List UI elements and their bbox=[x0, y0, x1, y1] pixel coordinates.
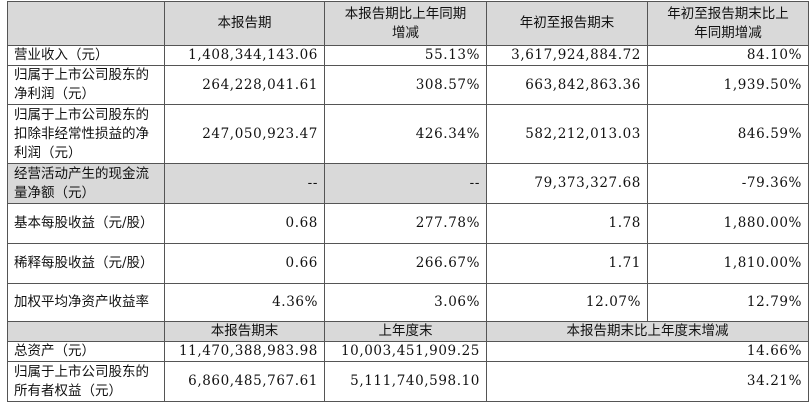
table-cell: 12.07% bbox=[486, 283, 648, 322]
table-cell: 年初至报告期末比上年同期增减 bbox=[647, 1, 809, 46]
table-row: 经营活动产生的现金流量净额（元） -- -- 79,373,327.68 -79.36% bbox=[7, 163, 809, 204]
table-cell: 34.21% bbox=[486, 361, 809, 402]
table-cell: 264,228,041.61 bbox=[164, 65, 325, 105]
table-cell bbox=[7, 321, 165, 342]
table-row: 本报告期 本报告期比上年同期增减 年初至报告期末 年初至报告期末比上年同期增减 bbox=[7, 1, 809, 46]
table-cell: 1,408,344,143.06 bbox=[164, 45, 325, 66]
table-cell: -- bbox=[164, 163, 325, 204]
table-cell: -- bbox=[324, 163, 487, 204]
table-cell: 84.10% bbox=[647, 45, 809, 66]
table-row: 本报告期末 上年度末 本报告期末比上年度末增减 bbox=[7, 321, 809, 342]
table-cell: 1,939.50% bbox=[647, 65, 809, 105]
table-cell: -79.36% bbox=[647, 163, 809, 204]
table-cell bbox=[7, 1, 165, 46]
table-cell: 14.66% bbox=[486, 341, 809, 362]
table-cell: 归属于上市公司股东的扣除非经常性损益的净利润（元） bbox=[7, 104, 165, 164]
table-cell: 4.36% bbox=[164, 283, 325, 322]
table-cell: 426.34% bbox=[324, 104, 487, 164]
table-cell: 本报告期末比上年度末增减 bbox=[486, 321, 809, 342]
table-row: 总资产（元） 11,470,388,983.98 10,003,451,909.25… bbox=[7, 341, 809, 362]
table-cell: 6,860,485,767.61 bbox=[164, 361, 325, 402]
table-row: 稀释每股收益（元/股） 0.66 266.67% 1.71 1,810.00% bbox=[7, 243, 809, 284]
table-cell: 1,880.00% bbox=[647, 203, 809, 244]
table-cell: 基本每股收益（元/股） bbox=[7, 203, 165, 244]
table-cell: 308.57% bbox=[324, 65, 487, 105]
table-cell: 3,617,924,884.72 bbox=[486, 45, 648, 66]
table-cell: 归属于上市公司股东的净利润（元） bbox=[7, 65, 165, 105]
table-cell: 247,050,923.47 bbox=[164, 104, 325, 164]
table-cell: 总资产（元） bbox=[7, 341, 165, 362]
table-cell: 0.68 bbox=[164, 203, 325, 244]
table-row: 基本每股收益（元/股） 0.68 277.78% 1.78 1,880.00% bbox=[7, 203, 809, 244]
table-cell: 归属于上市公司股东的所有者权益（元） bbox=[7, 361, 165, 402]
table-cell: 582,212,013.03 bbox=[486, 104, 648, 164]
table-cell: 663,842,863.36 bbox=[486, 65, 648, 105]
table-cell: 55.13% bbox=[324, 45, 487, 66]
table-row: 归属于上市公司股东的所有者权益（元） 6,860,485,767.61 5,111,… bbox=[7, 361, 809, 402]
table-row: 加权平均净资产收益率 4.36% 3.06% 12.07% 12.79% bbox=[7, 283, 809, 322]
table-cell: 266.67% bbox=[324, 243, 487, 284]
table-row: 归属于上市公司股东的扣除非经常性损益的净利润（元） 247,050,923.47 4… bbox=[7, 104, 809, 164]
table-cell: 1,810.00% bbox=[647, 243, 809, 284]
table-cell: 1.71 bbox=[486, 243, 648, 284]
table-cell: 营业收入（元） bbox=[7, 45, 165, 66]
table-cell: 0.66 bbox=[164, 243, 325, 284]
table-cell: 12.79% bbox=[647, 283, 809, 322]
table-cell: 年初至报告期末 bbox=[486, 1, 648, 46]
table-row: 营业收入（元） 1,408,344,143.06 55.13% 3,617,924,8… bbox=[7, 45, 809, 66]
table-cell: 3.06% bbox=[324, 283, 487, 322]
table-body: 本报告期 本报告期比上年同期增减 年初至报告期末 年初至报告期末比上年同期增减 营业收入… bbox=[7, 1, 809, 402]
table-cell: 5,111,740,598.10 bbox=[324, 361, 487, 402]
table-cell: 本报告期比上年同期增减 bbox=[324, 1, 487, 46]
table-row: 归属于上市公司股东的净利润（元） 264,228,041.61 308.57% 663… bbox=[7, 65, 809, 105]
table-cell: 本报告期 bbox=[164, 1, 325, 46]
table-cell: 上年度末 bbox=[324, 321, 487, 342]
table-cell: 1.78 bbox=[486, 203, 648, 244]
table-cell: 846.59% bbox=[647, 104, 809, 164]
table-cell: 11,470,388,983.98 bbox=[164, 341, 325, 362]
table-cell: 79,373,327.68 bbox=[486, 163, 648, 204]
table-cell: 277.78% bbox=[324, 203, 487, 244]
table-cell: 本报告期末 bbox=[164, 321, 325, 342]
table-cell: 10,003,451,909.25 bbox=[324, 341, 487, 362]
financial-table: 本报告期 本报告期比上年同期增减 年初至报告期末 年初至报告期末比上年同期增减 营业收入… bbox=[7, 1, 809, 402]
table-cell: 经营活动产生的现金流量净额（元） bbox=[7, 163, 165, 204]
table-cell: 稀释每股收益（元/股） bbox=[7, 243, 165, 284]
table-cell: 加权平均净资产收益率 bbox=[7, 283, 165, 322]
